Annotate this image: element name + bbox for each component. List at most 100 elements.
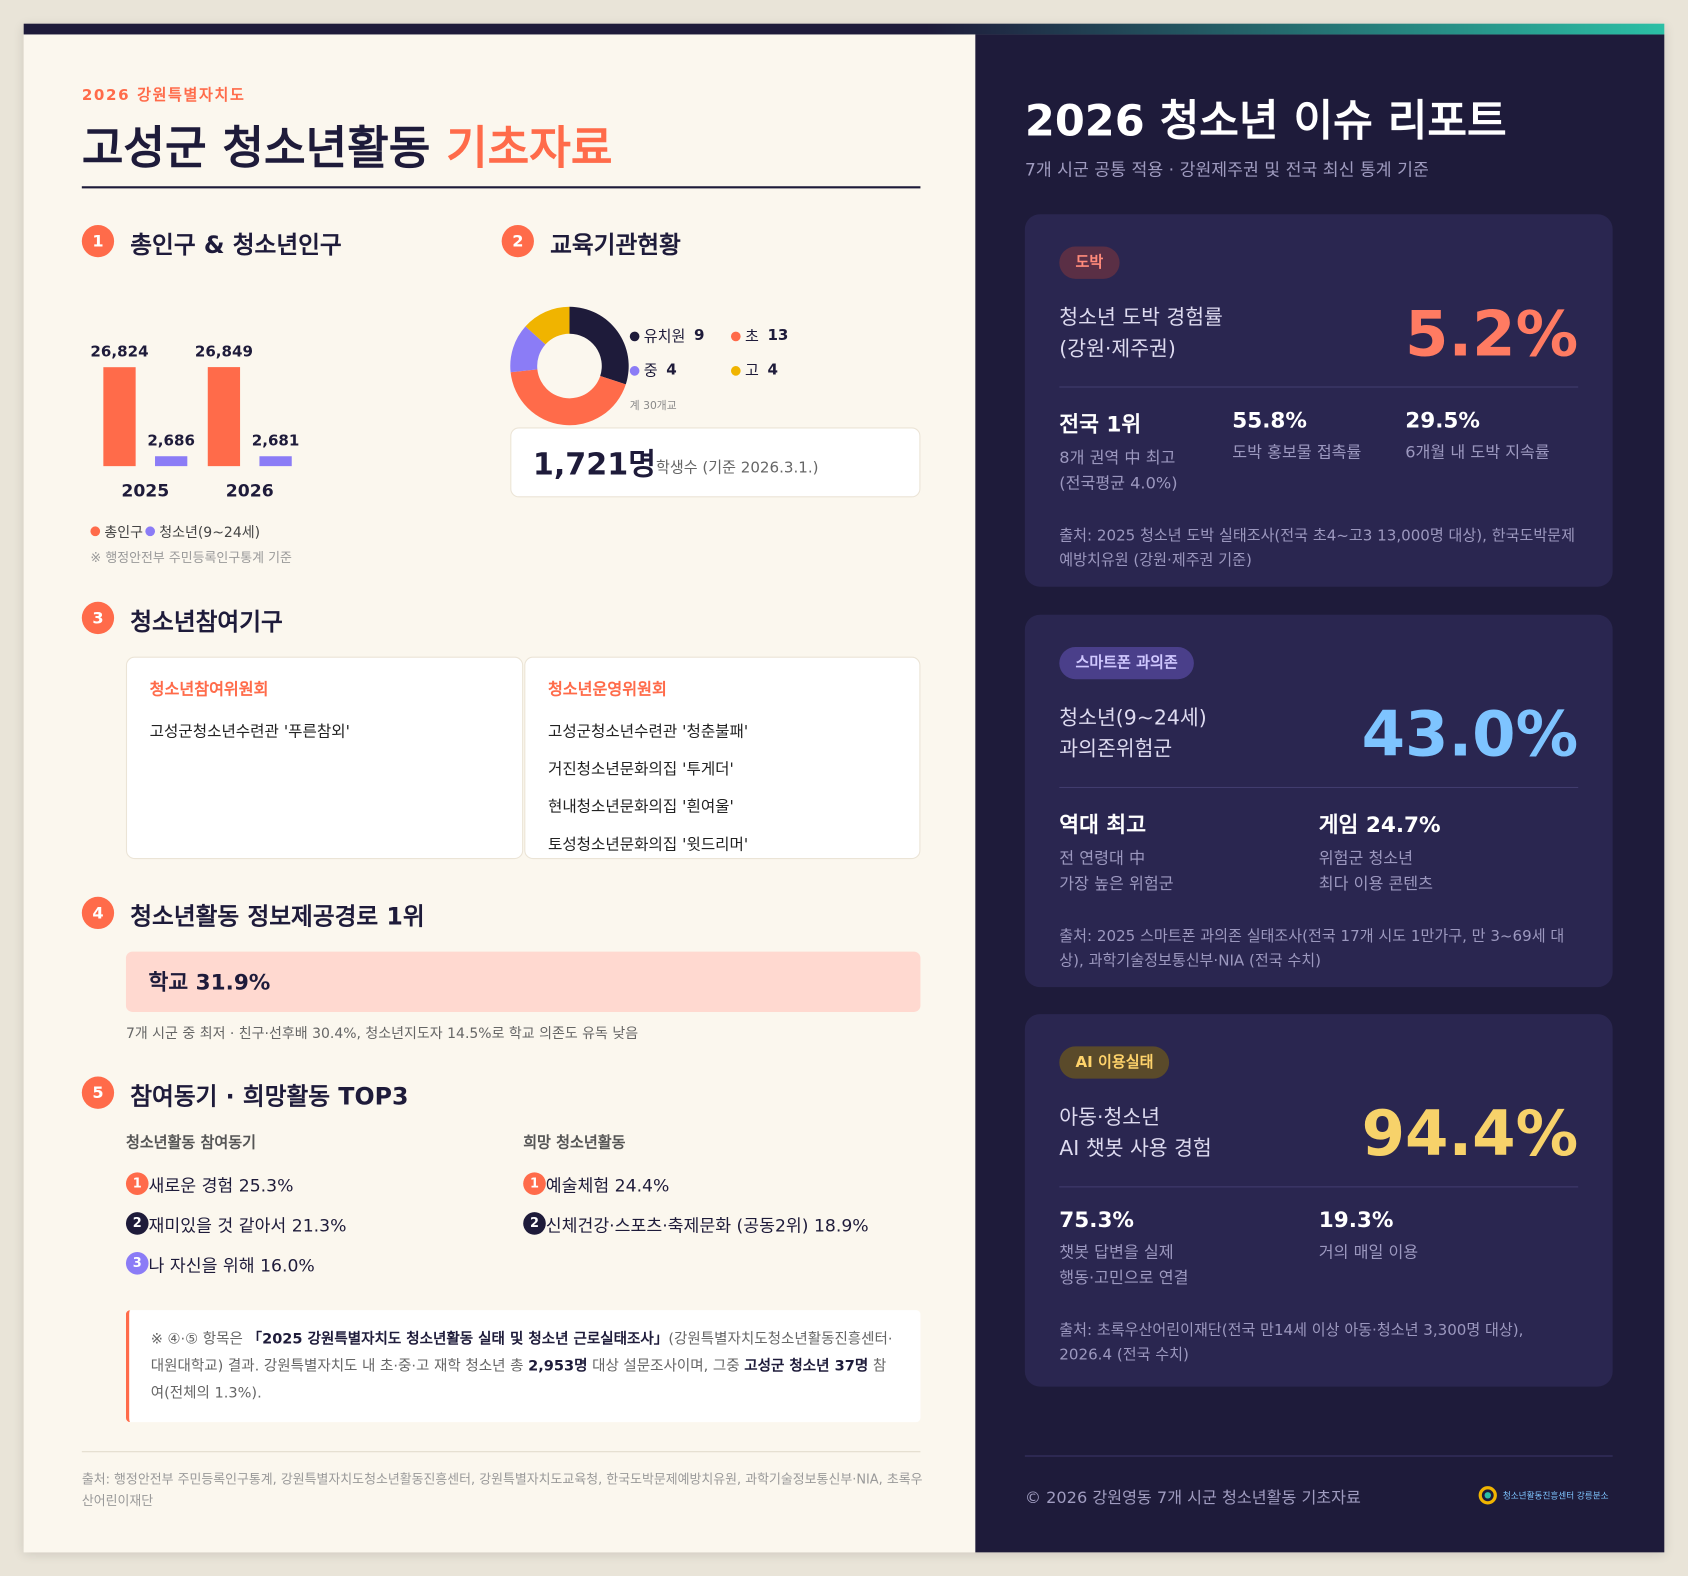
item-text: 나 자신을 위해 16.0%	[148, 1254, 315, 1276]
stat-desc: (전국평균 4.0%)	[1059, 473, 1178, 494]
source: 출처: 2025 스마트폰 과의존 실태조사(전국 17개 시도 1만가구, 만…	[1059, 927, 1565, 970]
section-badge: 1	[81, 224, 115, 258]
legend-dot	[730, 365, 741, 376]
stat: 75.3% 챗봇 답변을 실제 행동·고민으로 연결	[1059, 1207, 1318, 1291]
list-item: 1 예술체험 24.4%	[523, 1164, 921, 1204]
note-text: 참여(전체의 1.3%).	[150, 1357, 887, 1402]
stat-head: 19.3%	[1318, 1206, 1394, 1233]
section-badge: 4	[81, 896, 115, 930]
label-line: AI 챗봇 사용 경험	[1059, 1136, 1212, 1161]
stat: 역대 최고 전 연령대 中 가장 높은 위험군	[1059, 807, 1318, 896]
card-item: 현내청소년문화의집 '흰여울'	[547, 798, 734, 817]
stat-desc: 최다 이용 콘텐츠	[1318, 874, 1434, 894]
section-title: 교육기관현황	[550, 232, 681, 260]
body-card: 청소년운영위원회 고성군청소년수련관 '청춘불패' 거진청소년문화의집 '투게더' 현…	[524, 656, 921, 860]
legend-value: 13	[767, 327, 789, 345]
item-text: 신체건강·스포츠·축제문화 (공동2위) 18.9%	[545, 1214, 869, 1236]
stat-head: 전국 1위	[1059, 411, 1142, 438]
legend-label: 초	[744, 328, 759, 346]
stat-desc: 챗봇 답변을 실제	[1059, 1242, 1174, 1262]
legend-dot	[629, 331, 640, 341]
category-label: 2025	[121, 481, 169, 501]
stats: 역대 최고 전 연령대 中 가장 높은 위험군 게임 24.7% 위험군 청소년 최다 이…	[1059, 807, 1578, 896]
bar	[207, 367, 241, 467]
big-value: 43.0%	[1361, 697, 1579, 771]
stat-desc: 6개월 내 도박 지속률	[1405, 442, 1550, 462]
big-value: 5.2%	[1405, 297, 1579, 371]
rank-badge: 2	[523, 1212, 546, 1235]
list-item: 2 재미있을 것 같아서 21.3%	[125, 1204, 524, 1244]
section-title: 청소년활동 정보제공경로 1위	[130, 904, 425, 932]
footer: © 2026 강원영동 7개 시군 청소년활동 기초자료	[1024, 1487, 1361, 1508]
donut-slice	[510, 326, 546, 373]
stats: 전국 1위 8개 권역 中 최고 (전국평균 4.0%) 55.8% 도박 홍보물 접촉…	[1059, 407, 1578, 496]
bar	[259, 456, 292, 467]
bar-chart: 26,824 2,686 2025 26,849 2,681 2026	[90, 342, 300, 501]
legend-label: 중	[643, 362, 658, 381]
rule	[81, 186, 921, 189]
value-label: 26,849	[195, 342, 253, 360]
students-caption: 학생수 (기준 2026.3.1.)	[655, 459, 819, 477]
label-line: 청소년 도박 경험률	[1059, 305, 1223, 330]
bar	[155, 456, 188, 467]
legend-label: 청소년(9~24세)	[159, 525, 261, 542]
card-item: 고성군청소년수련관 '푸른참외'	[149, 723, 350, 741]
card-item: 거진청소년문화의집 '투게더'	[547, 761, 734, 779]
report-subtitle: 7개 시군 공통 적용 · 강원제주권 및 전국 최신 통계 기준	[1024, 159, 1429, 180]
stat: 55.8% 도박 홍보물 접촉률	[1232, 407, 1405, 496]
headline: 청소년 도박 경험률 (강원·제주권) 5.2%	[1059, 297, 1579, 371]
legend-value: 4	[666, 361, 677, 379]
label-line: (강원·제주권)	[1059, 336, 1176, 361]
highlight: 학교 31.9%	[125, 951, 921, 1012]
tag: 도박	[1059, 246, 1120, 279]
title-accent: 기초자료	[446, 121, 613, 175]
legend-dot	[629, 365, 640, 376]
legend-dot	[730, 331, 741, 341]
item-text: 새로운 경험 25.3%	[148, 1175, 294, 1196]
logo-text: 청소년활동진흥센터 강릉분소	[1502, 1490, 1609, 1501]
legend-label: 유치원	[643, 328, 686, 346]
divider	[1059, 386, 1579, 388]
legend-item: 초 13	[730, 325, 796, 347]
section-title: 총인구 & 청소년인구	[130, 232, 342, 260]
label-line: 아동·청소년	[1059, 1105, 1160, 1130]
bar	[103, 367, 136, 467]
total: 계 30개교	[629, 400, 677, 413]
stat-desc: 위험군 청소년	[1318, 848, 1414, 868]
legend-dot	[90, 526, 101, 537]
stat: 19.3% 거의 매일 이용	[1319, 1207, 1578, 1291]
card-title: 청소년참여위원회	[149, 679, 269, 699]
value-label: 2,681	[252, 431, 300, 449]
top-list: 청소년활동 참여동기 1 새로운 경험 25.3% 2 재미있을 것 같아서 21.3%…	[125, 1131, 524, 1283]
divider	[1059, 1186, 1579, 1188]
section-badge: 5	[81, 1076, 115, 1109]
legend-item: 청소년(9~24세)	[145, 521, 260, 541]
report-title: 2026 청소년 이슈 리포트	[1024, 96, 1507, 147]
item-text: 재미있을 것 같아서 21.3%	[148, 1214, 347, 1236]
donut-slice	[525, 306, 570, 345]
source: 출처: 초록우산어린이재단(전국 만14세 이상 아동·청소년 3,300명 대…	[1059, 1321, 1524, 1364]
stat: 게임 24.7% 위험군 청소년 최다 이용 콘텐츠	[1319, 807, 1578, 896]
headline: 아동·청소년 AI 챗봇 사용 경험 94.4%	[1059, 1097, 1578, 1170]
legend-item: 총인구	[90, 521, 143, 541]
sources: 출처: 행정안전부 주민등록인구통계, 강원특별자치도청소년활동진흥센터, 강원…	[81, 1471, 923, 1509]
divider	[1059, 786, 1579, 789]
rank-badge: 2	[125, 1212, 149, 1235]
note-text: 2,953명	[528, 1357, 588, 1375]
legend-value: 9	[693, 327, 705, 345]
stat-desc: 거의 매일 이용	[1318, 1242, 1419, 1262]
legend-label: 고	[744, 362, 759, 381]
tag: 스마트폰 과의존	[1059, 646, 1194, 680]
stat-head: 55.8%	[1232, 406, 1307, 433]
top-list: 희망 청소년활동 1 예술체험 24.4% 2 신체건강·스포츠·축제문화 (공동2위)…	[523, 1131, 921, 1243]
card-item: 토성청소년문화의집 '윗드리머'	[547, 836, 749, 854]
rule	[1024, 1455, 1613, 1457]
headline: 청소년(9~24세) 과의존위험군 43.0%	[1059, 697, 1579, 771]
logo-icon	[1478, 1486, 1497, 1505]
category-label: 2026	[226, 481, 274, 501]
